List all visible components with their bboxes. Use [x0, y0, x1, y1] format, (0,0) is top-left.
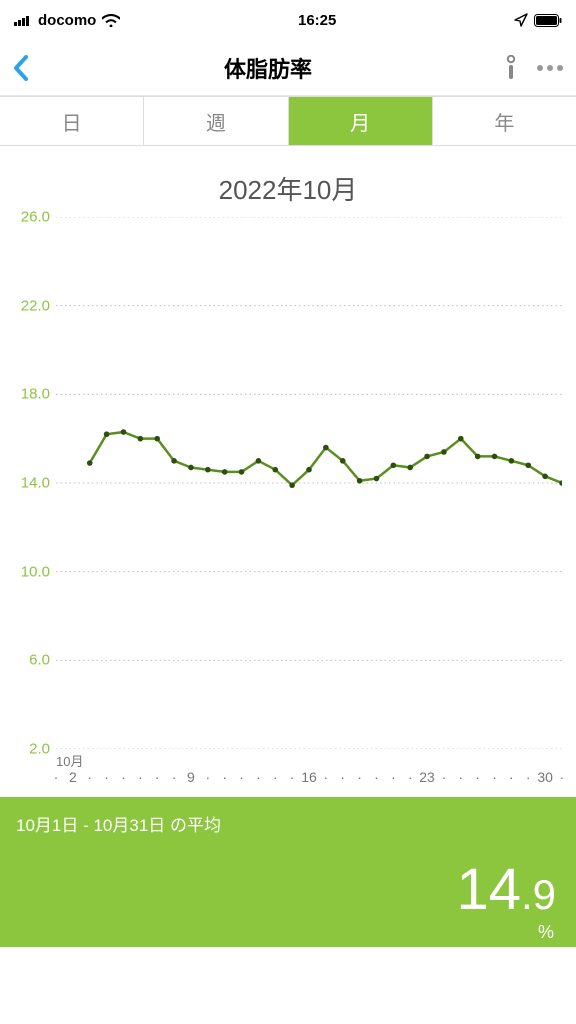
x-axis: 10月 · 2 · · · · · · 9 · · · · · · 16 · · · · · · 23 · · · · · · 30 · — [56, 749, 562, 797]
x-tick: · — [442, 769, 447, 785]
x-tick: · — [492, 769, 497, 785]
x-tick: · — [121, 769, 126, 785]
nav-right — [484, 55, 564, 81]
x-tick: · — [138, 769, 143, 785]
y-tick-label: 26.0 — [21, 209, 50, 226]
seg-year[interactable]: 年 — [433, 97, 576, 145]
x-tick: 23 — [419, 769, 435, 785]
x-tick: · — [87, 769, 92, 785]
x-tick: 30 — [537, 769, 553, 785]
x-tick: · — [172, 769, 177, 785]
x-tick: · — [54, 769, 59, 785]
x-tick: 9 — [187, 769, 195, 785]
page-title: 体脂肪率 — [224, 52, 312, 84]
signal-icon — [14, 14, 32, 26]
chart-svg — [56, 217, 562, 749]
seg-day[interactable]: 日 — [0, 97, 144, 145]
y-tick-label: 2.0 — [29, 741, 50, 758]
x-tick: · — [273, 769, 278, 785]
time-range-segmented: 日 週 月 年 — [0, 96, 576, 146]
x-tick: · — [408, 769, 413, 785]
status-right — [514, 13, 562, 27]
info-icon[interactable] — [504, 55, 518, 81]
chart-plot — [56, 217, 562, 749]
x-tick: · — [475, 769, 480, 785]
x-tick: · — [391, 769, 396, 785]
nav-bar: 体脂肪率 — [0, 40, 576, 96]
summary-unit: % — [538, 922, 554, 943]
x-tick: · — [256, 769, 261, 785]
x-tick: · — [458, 769, 463, 785]
seg-month[interactable]: 月 — [289, 97, 433, 145]
x-tick: · — [205, 769, 210, 785]
x-ticks: · 2 · · · · · · 9 · · · · · · 16 · · · · · · 23 · · · · · · 30 · — [56, 769, 562, 791]
x-tick: · — [239, 769, 244, 785]
battery-icon — [534, 14, 562, 27]
summary-value: 14.9 — [456, 856, 556, 923]
more-icon[interactable] — [536, 64, 564, 72]
x-tick: · — [560, 769, 565, 785]
summary-value-int: 14 — [456, 856, 521, 923]
x-tick: · — [357, 769, 362, 785]
summary-panel: 10月1日 - 10月31日 の平均 14.9 % — [0, 797, 576, 947]
y-tick-label: 6.0 — [29, 652, 50, 669]
x-tick: · — [374, 769, 379, 785]
x-month-label: 10月 — [56, 751, 83, 770]
location-icon — [514, 13, 528, 27]
x-tick: · — [526, 769, 531, 785]
x-tick: · — [509, 769, 514, 785]
x-tick: · — [340, 769, 345, 785]
status-time: 16:25 — [298, 12, 336, 29]
summary-value-dec: .9 — [521, 871, 556, 919]
summary-label: 10月1日 - 10月31日 の平均 — [16, 811, 560, 836]
x-tick: 2 — [69, 769, 77, 785]
x-tick: · — [290, 769, 295, 785]
x-tick: 16 — [301, 769, 317, 785]
wifi-icon — [102, 14, 120, 27]
chart-area: 26.022.018.014.010.06.02.0 10月 ·2······9… — [0, 217, 576, 797]
chart-title: 2022年10月 — [0, 146, 576, 217]
status-left: docomo — [14, 12, 120, 29]
x-tick: · — [324, 769, 329, 785]
back-button[interactable] — [12, 54, 52, 82]
x-tick: · — [104, 769, 109, 785]
seg-week[interactable]: 週 — [144, 97, 288, 145]
x-tick: · — [155, 769, 160, 785]
y-tick-label: 22.0 — [21, 297, 50, 314]
status-bar: docomo 16:25 — [0, 0, 576, 40]
y-tick-label: 10.0 — [21, 563, 50, 580]
chevron-left-icon — [12, 54, 30, 82]
y-tick-label: 14.0 — [21, 475, 50, 492]
carrier-label: docomo — [38, 12, 96, 29]
y-axis-labels: 26.022.018.014.010.06.02.0 — [0, 217, 56, 797]
x-tick: · — [222, 769, 227, 785]
y-tick-label: 18.0 — [21, 386, 50, 403]
